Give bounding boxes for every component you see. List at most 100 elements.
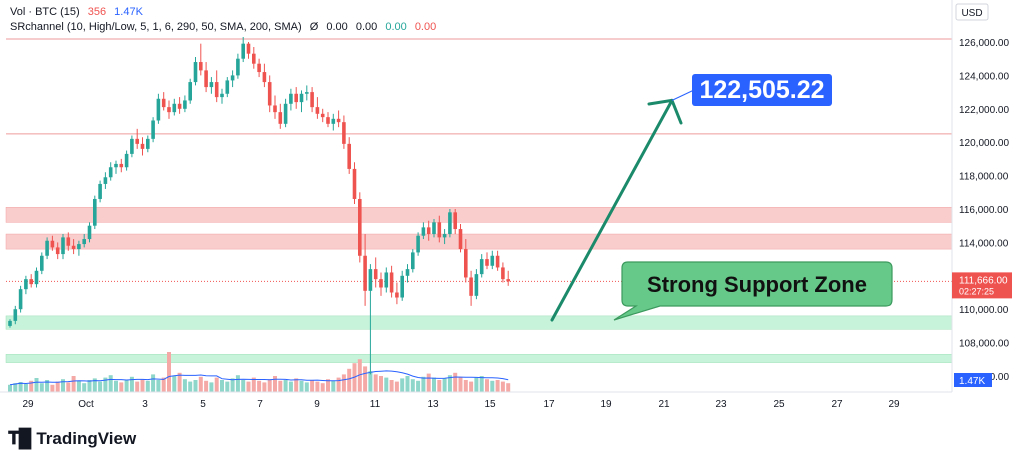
volume-bar bbox=[453, 372, 458, 392]
volume-bar bbox=[209, 382, 214, 392]
candle bbox=[204, 62, 208, 93]
volume-bar bbox=[447, 375, 452, 392]
candle bbox=[252, 47, 256, 69]
volume-bar bbox=[458, 376, 463, 392]
volume-bar bbox=[463, 380, 468, 392]
price-tick-label: 124,000.00 bbox=[959, 71, 1009, 82]
volume-bar bbox=[416, 380, 421, 392]
candle bbox=[55, 242, 60, 260]
volume-bar bbox=[341, 374, 346, 392]
candle bbox=[506, 270, 510, 286]
price-tick-label: 126,000.00 bbox=[959, 38, 1009, 49]
candle bbox=[119, 158, 124, 173]
volume-bar bbox=[347, 368, 352, 392]
candle bbox=[442, 229, 447, 245]
time-tick-label: 25 bbox=[773, 399, 785, 410]
volume-legend-label: Vol · BTC (15) bbox=[10, 6, 80, 18]
indicator-legend[interactable]: SRchannel (10, High/Low, 5, 1, 6, 290, 5… bbox=[10, 21, 441, 33]
volume-bar bbox=[288, 381, 293, 392]
candle bbox=[315, 97, 320, 119]
volume-bar bbox=[119, 382, 124, 392]
volume-legend[interactable]: Vol · BTC (15) 356 1.47K bbox=[10, 6, 148, 18]
candle bbox=[40, 252, 44, 275]
volume-bar bbox=[421, 376, 426, 392]
volume-bar bbox=[506, 383, 511, 392]
candle bbox=[108, 162, 113, 181]
candle bbox=[61, 234, 65, 260]
price-tick-label: 122,000.00 bbox=[959, 105, 1009, 116]
candle bbox=[45, 237, 49, 260]
candle-countdown: 02:27:25 bbox=[959, 286, 994, 296]
candle bbox=[400, 270, 404, 301]
volume-bar bbox=[82, 383, 87, 392]
candle bbox=[220, 88, 224, 104]
candle bbox=[130, 135, 134, 158]
target-badge bbox=[692, 74, 832, 106]
volume-bar bbox=[98, 381, 103, 392]
candle bbox=[331, 113, 336, 131]
volume-bar bbox=[193, 380, 198, 392]
volume-bar bbox=[55, 381, 60, 392]
resistance-zone-2 bbox=[5, 207, 953, 223]
candle bbox=[299, 90, 304, 113]
volume-bar bbox=[235, 375, 240, 392]
candle bbox=[71, 239, 76, 255]
target-badge-label: 122,505.22 bbox=[699, 76, 824, 104]
volume-bar bbox=[474, 377, 479, 392]
price-axis-background bbox=[952, 0, 1024, 392]
candle bbox=[305, 85, 309, 101]
candle bbox=[421, 222, 426, 240]
volume-bar bbox=[389, 380, 394, 392]
volume-bar bbox=[61, 379, 65, 392]
candle bbox=[310, 87, 314, 113]
volume-bar bbox=[379, 376, 383, 392]
candle bbox=[66, 232, 71, 251]
support-zone-1 bbox=[5, 315, 953, 330]
candle bbox=[225, 77, 230, 98]
price-tick-label: 118,000.00 bbox=[959, 172, 1009, 183]
volume-bar bbox=[145, 380, 150, 392]
volume-bar bbox=[310, 380, 315, 392]
candle bbox=[347, 137, 351, 174]
volume-bar bbox=[29, 380, 34, 392]
time-tick-label: 21 bbox=[658, 399, 670, 410]
volume-bar bbox=[220, 380, 224, 392]
candle bbox=[230, 70, 235, 88]
price-tick-label: 114,000.00 bbox=[959, 238, 1009, 249]
candle bbox=[395, 282, 399, 305]
candle bbox=[363, 234, 367, 306]
candle bbox=[87, 222, 92, 243]
candle bbox=[177, 97, 182, 114]
candle bbox=[82, 234, 86, 248]
volume-bar bbox=[103, 377, 108, 392]
volume-bar bbox=[156, 380, 161, 392]
candle bbox=[453, 209, 457, 235]
candle bbox=[161, 92, 166, 111]
candle bbox=[458, 224, 463, 253]
candle bbox=[289, 88, 293, 111]
volume-bar bbox=[129, 376, 134, 392]
indicator-legend-label: SRchannel (10, High/Low, 5, 1, 6, 290, 5… bbox=[10, 21, 302, 33]
time-tick-label: 23 bbox=[715, 399, 727, 410]
time-tick-label: 17 bbox=[543, 399, 555, 410]
time-tick-label: 13 bbox=[427, 399, 439, 410]
volume-bar bbox=[71, 376, 76, 392]
tradingview-branding[interactable]: 𝐓█ TradingView bbox=[8, 428, 136, 449]
volume-bar bbox=[135, 381, 140, 392]
time-tick-label: 29 bbox=[22, 399, 34, 410]
volume-bar bbox=[442, 378, 447, 392]
candle bbox=[426, 220, 431, 241]
candle bbox=[241, 36, 245, 63]
candle bbox=[416, 232, 420, 256]
volume-average-line bbox=[9, 370, 509, 386]
volume-bar bbox=[198, 376, 203, 392]
current-price-badge bbox=[952, 272, 1012, 299]
support-zone-2 bbox=[5, 354, 953, 363]
candle bbox=[352, 162, 357, 204]
volume-bar bbox=[490, 380, 495, 392]
time-tick-label: Oct bbox=[78, 399, 94, 410]
volume-bar bbox=[23, 384, 28, 392]
volume-bar bbox=[373, 374, 378, 392]
volume-bar bbox=[432, 377, 436, 392]
